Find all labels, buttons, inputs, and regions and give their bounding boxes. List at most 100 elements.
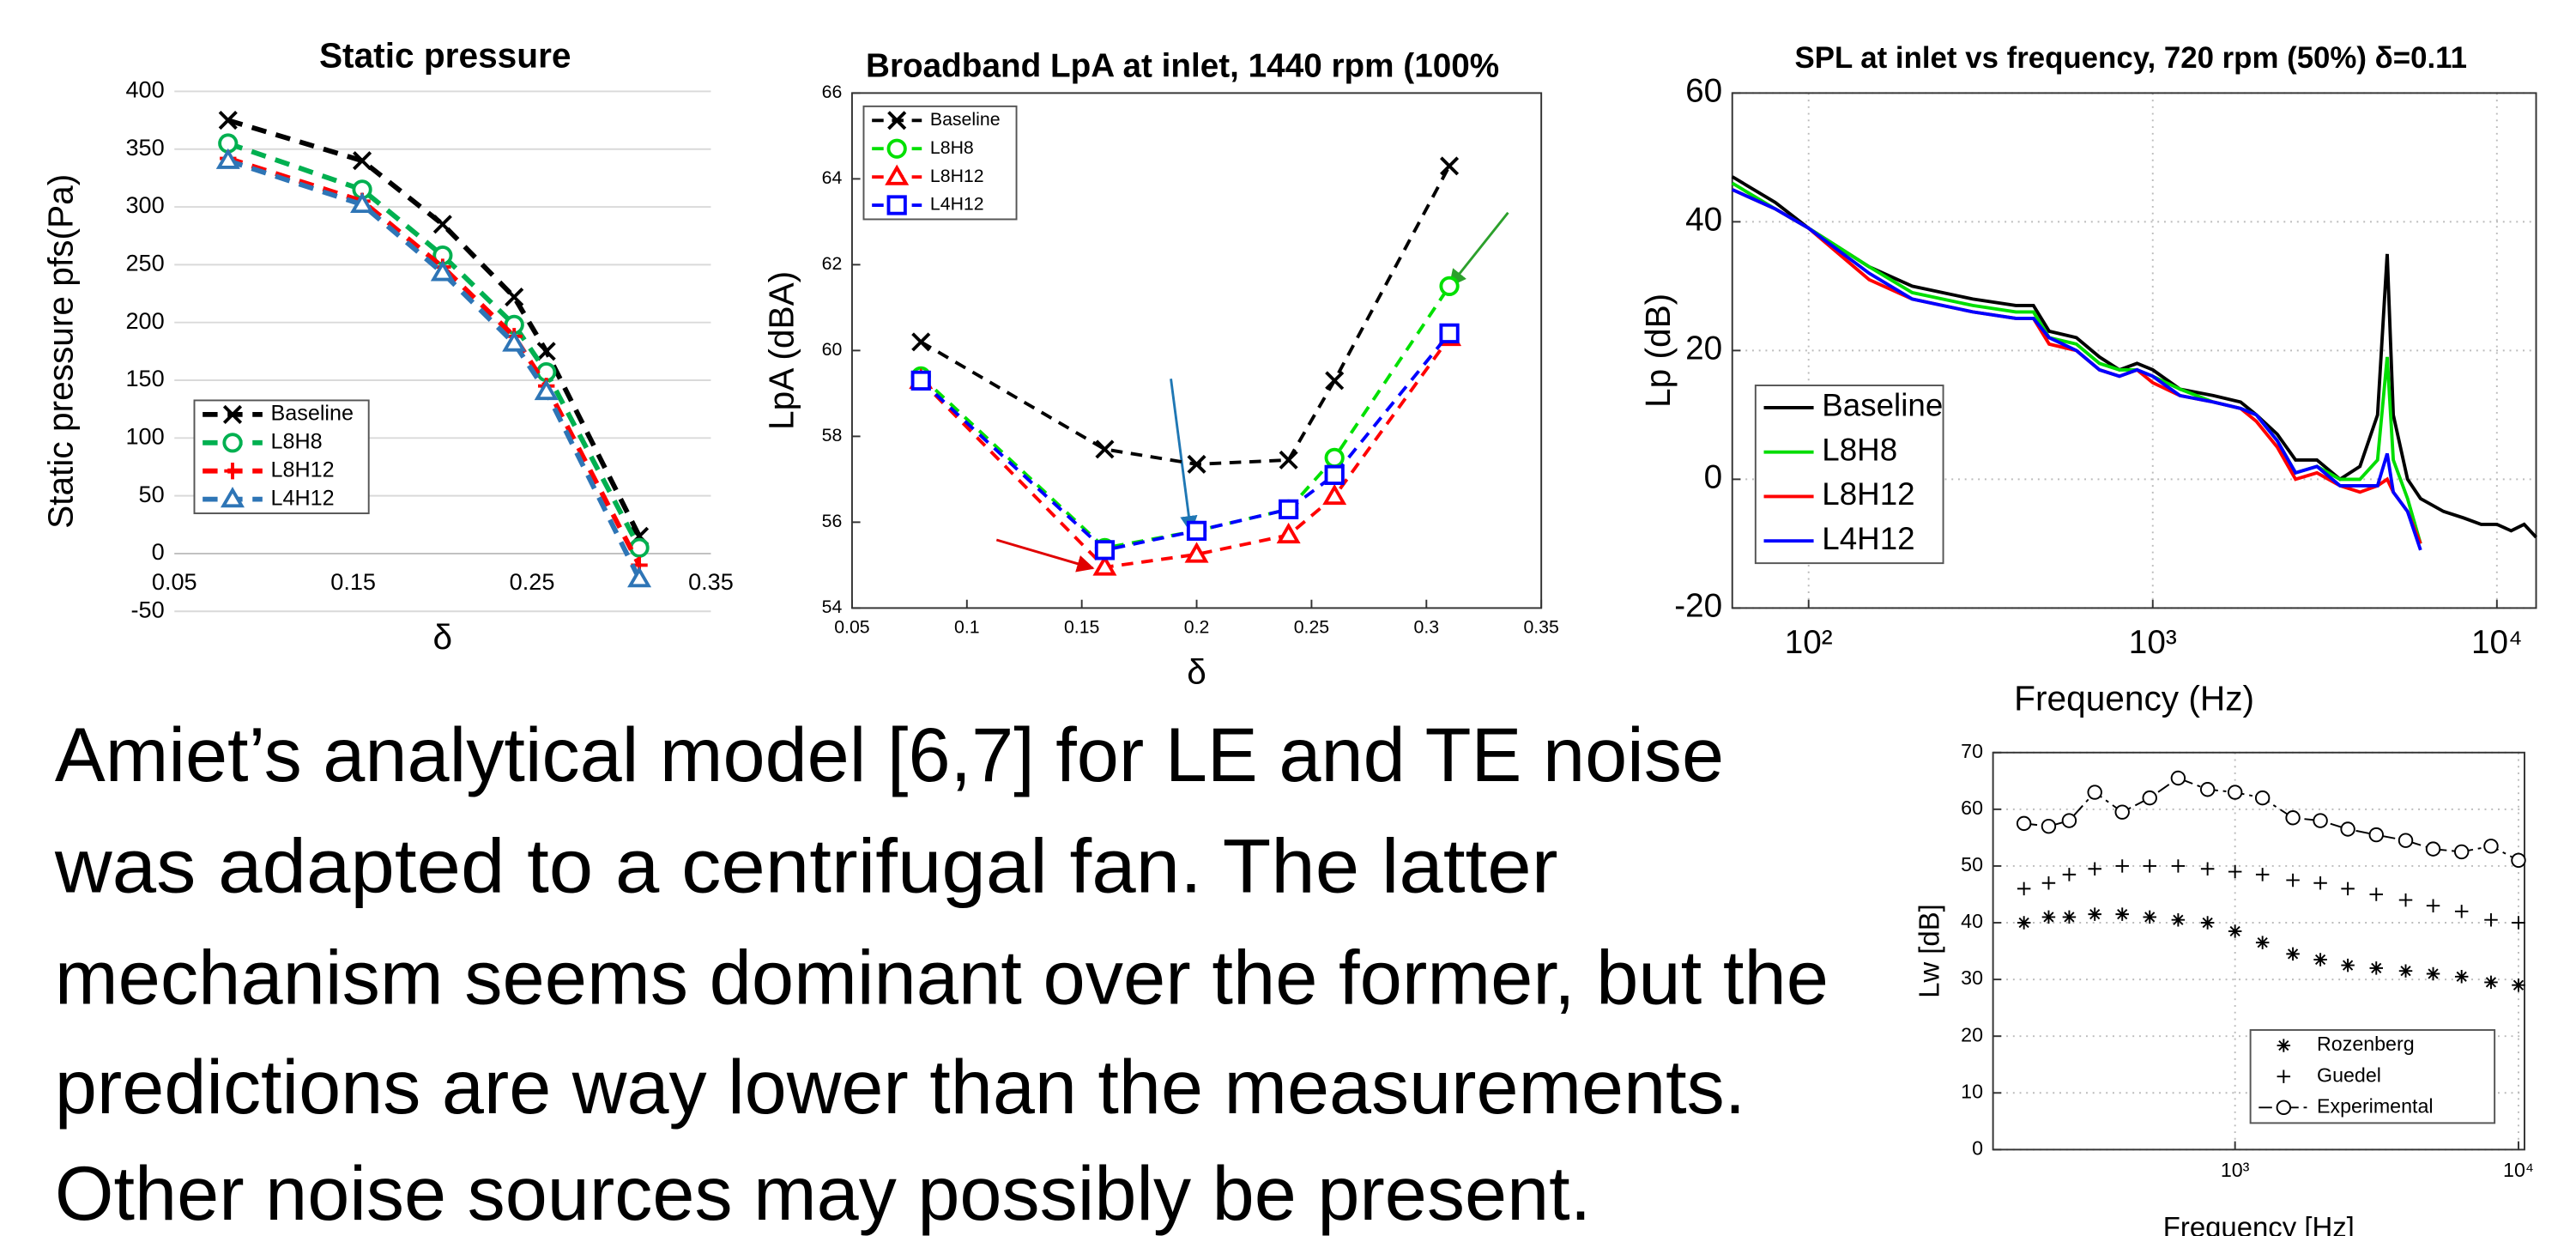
data-point: [2087, 785, 2102, 800]
x-tick-label: 0.1: [954, 616, 980, 637]
data-point: [2200, 862, 2215, 876]
data-point: [2061, 813, 2077, 828]
y-tick-label: 54: [822, 597, 843, 617]
data-point: [2484, 912, 2498, 927]
text-line: Other noise sources may possibly be pres…: [55, 1150, 1591, 1236]
data-point: [629, 537, 650, 558]
data-point: [502, 330, 527, 352]
y-tick-label: 50: [1961, 853, 1983, 876]
data-point: [2484, 975, 2498, 990]
data-point: [2368, 827, 2384, 843]
y-tick-label: 60: [822, 339, 843, 360]
legend-marker: [885, 164, 910, 185]
data-point: [1276, 522, 1301, 544]
data-point: [2062, 910, 2077, 924]
data-point: [432, 215, 452, 234]
legend-label: L8H12: [271, 457, 335, 482]
plot-frame: [1992, 751, 2525, 1151]
x-tick-label: 10³: [2129, 624, 2177, 661]
y-tick-label: 400: [125, 76, 164, 103]
y-tick-label: 150: [125, 365, 164, 391]
legend-marker: [222, 404, 243, 424]
legend-marker: [886, 195, 907, 215]
data-point: [2369, 888, 2383, 901]
data-point: [2340, 821, 2355, 837]
x-tick-label: 10³: [2221, 1159, 2250, 1181]
data-point: [1184, 542, 1209, 563]
y-tick-label: 50: [139, 481, 165, 507]
data-point: [536, 361, 557, 383]
y-tick-label: 64: [822, 167, 843, 188]
chart-title: Static pressure: [319, 35, 571, 75]
data-point: [215, 148, 240, 169]
data-point: [352, 179, 372, 200]
text-line: predictions are way lower than the measu…: [55, 1044, 1745, 1130]
x-tick-label: 0.2: [1184, 616, 1210, 637]
x-tick-label: 0.35: [688, 568, 734, 595]
data-point: [1439, 276, 1460, 296]
x-tick-label: 0.25: [1294, 616, 1329, 637]
data-point: [2341, 958, 2355, 972]
data-point: [2285, 810, 2301, 826]
y-axis-label: Lw [dB]: [1914, 904, 1945, 998]
y-axis-label: Static pressure pfs(Pa): [40, 174, 80, 529]
series-line: [919, 332, 1451, 552]
data-point: [2398, 833, 2414, 848]
x-tick-label: 0.25: [510, 568, 555, 595]
x-axis-label: Frequency (Hz): [2014, 679, 2254, 718]
x-tick-label: 0.05: [152, 568, 197, 595]
data-point: [2017, 916, 2031, 930]
data-point: [2062, 868, 2077, 882]
data-point: [2088, 907, 2101, 921]
data-point: [2142, 791, 2157, 806]
y-tick-label: 0: [1704, 459, 1723, 496]
chart: -50 0 50 100 150 200 250 300 350 400 0.05 0.15 0.25 0…: [40, 35, 733, 656]
x-tick-label: 10⁴: [2503, 1159, 2534, 1181]
legend-label: Baseline: [271, 402, 354, 426]
data-point: [2255, 868, 2270, 882]
data-point: [2512, 978, 2525, 992]
legend-label: L8H8: [271, 429, 323, 453]
legend-marker: [2276, 1100, 2292, 1115]
plot-frame: [850, 92, 1543, 609]
x-axis-label: Frequency [Hz]: [2163, 1211, 2355, 1236]
legend-label: L8H8: [930, 137, 974, 158]
data-point: [2426, 966, 2440, 981]
legend-box: [193, 399, 370, 515]
data-point: [1092, 554, 1117, 576]
y-tick-label: 40: [1961, 910, 1983, 932]
data-point: [2286, 873, 2300, 888]
y-tick-label: 70: [1961, 740, 1983, 762]
x-tick-label: 0.05: [834, 616, 869, 637]
chart: 54 56 58 60 62 64 66 0.05 0.1 0.15 0.2 0.25 0.3 0.35 B…: [761, 48, 1559, 692]
chart: -20 0 20 40 60 10² 10³ 10⁴ SPL at inlet vs frequ…: [1638, 41, 2537, 718]
data-point: [2512, 916, 2525, 930]
legend-marker: [886, 138, 907, 159]
legend-marker: [220, 487, 245, 508]
y-tick-label: 200: [125, 307, 164, 334]
data-point: [218, 111, 238, 130]
data-point: [1440, 156, 1460, 176]
x-tick-label: 10⁴: [2471, 624, 2523, 661]
data-point: [2313, 876, 2327, 890]
y-tick-label: 0: [1972, 1136, 1983, 1159]
chart: 0 10 20 30 40 50 60 70 10³ 10⁴ Frequency [Hz] Lw [d…: [1914, 740, 2534, 1236]
data-point: [2143, 859, 2156, 873]
y-tick-label: 56: [822, 511, 843, 531]
plot-frame: [1731, 92, 2537, 609]
data-point: [2115, 859, 2129, 873]
legend-marker: [222, 433, 243, 453]
data-point: [2255, 936, 2270, 949]
legend-label: Rozenberg: [2317, 1033, 2415, 1055]
legend-label: Baseline: [930, 109, 1001, 130]
series-line: [227, 158, 642, 580]
data-point: [2200, 916, 2215, 930]
data-point: [2254, 791, 2271, 806]
data-point: [1325, 371, 1345, 391]
text-line: Amiet’s analytical model [6,7] for LE an…: [55, 712, 1724, 797]
series-line: [919, 285, 1451, 550]
series-line: [1731, 181, 2422, 544]
text-line: mechanism seems dominant over the former…: [55, 934, 1829, 1020]
data-point: [1095, 439, 1115, 459]
